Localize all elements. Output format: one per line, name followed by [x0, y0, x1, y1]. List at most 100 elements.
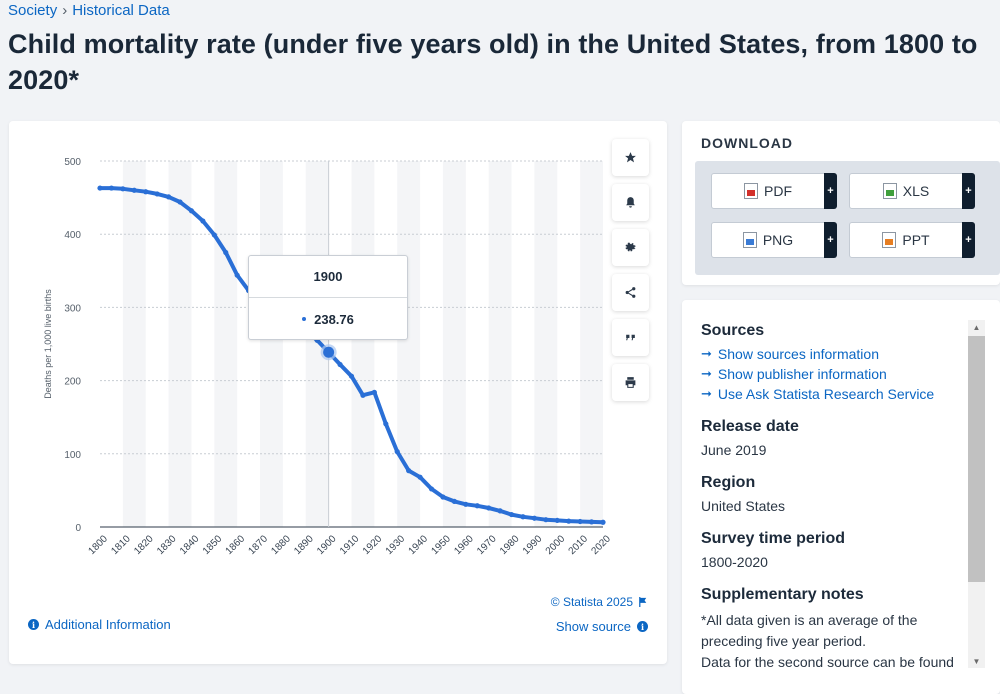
- data-point: [165, 194, 172, 200]
- ask-statista-label: Use Ask Statista Research Service: [717, 386, 935, 402]
- info-scrollbar[interactable]: ▲ ▼: [968, 320, 985, 668]
- png-file-icon: [742, 232, 757, 248]
- x-tick-label: 1810: [109, 533, 133, 557]
- favorite-button[interactable]: [612, 139, 649, 176]
- data-point: [108, 185, 115, 191]
- plot-band: [442, 161, 466, 527]
- copyright-text: © Statista 2025: [550, 595, 633, 609]
- data-point: [177, 199, 183, 205]
- download-xls-button[interactable]: XLS +: [849, 173, 975, 209]
- x-tick-label: 2000: [544, 533, 568, 557]
- download-xls-plus[interactable]: +: [962, 173, 975, 209]
- region-value: United States: [701, 498, 786, 514]
- data-point: [337, 361, 343, 368]
- data-point: [131, 187, 137, 193]
- print-button[interactable]: [612, 364, 649, 401]
- y-tick-label: 100: [64, 450, 81, 461]
- x-tick-label: 1920: [361, 533, 385, 557]
- cite-button[interactable]: [612, 319, 649, 356]
- additional-information-label: Additional Information: [45, 617, 171, 632]
- statista-copyright[interactable]: © Statista 2025: [551, 595, 647, 609]
- data-point: [348, 373, 355, 379]
- chart-toolbar: [612, 139, 652, 409]
- y-tick-label: 400: [64, 230, 81, 241]
- page-title: Child mortality rate (under five years o…: [8, 29, 978, 95]
- additional-information-link[interactable]: i Additional Information: [28, 617, 171, 632]
- settings-button[interactable]: [612, 229, 649, 266]
- tooltip-value-row: 238.76: [249, 298, 407, 340]
- show-sources-label: Show sources information: [717, 346, 879, 362]
- download-ppt-plus[interactable]: +: [962, 222, 975, 258]
- data-point: [143, 189, 149, 195]
- download-pdf-label: PDF: [764, 183, 792, 199]
- data-point: [223, 249, 229, 256]
- y-tick-label: 300: [64, 303, 81, 314]
- breadcrumb: Society › Historical Data: [8, 2, 170, 19]
- info-card: Sources ➞ Show sources information ➞ Show …: [682, 300, 1000, 694]
- breadcrumb-historical-data[interactable]: Historical Data: [72, 2, 170, 19]
- download-title: DOWNLOAD: [701, 135, 793, 151]
- show-sources-link[interactable]: ➞ Show sources information: [701, 346, 963, 362]
- xls-file-icon: [882, 183, 897, 199]
- y-axis-label: Deaths per 1,000 live births: [43, 289, 53, 399]
- data-point: [211, 232, 217, 238]
- breadcrumb-society[interactable]: Society: [8, 2, 58, 19]
- tooltip-value: 238.76: [314, 311, 354, 327]
- scrollbar-thumb[interactable]: [968, 336, 985, 582]
- x-tick-label: 1820: [132, 533, 156, 557]
- highlight-point: [323, 346, 335, 358]
- survey-period-value: 1800-2020: [701, 554, 768, 570]
- star-icon: [625, 152, 636, 163]
- y-tick-label: 500: [64, 157, 81, 168]
- data-point: [188, 208, 195, 214]
- quote-icon: [626, 334, 635, 341]
- show-publisher-label: Show publisher information: [717, 366, 887, 382]
- show-source-link[interactable]: Show source i: [556, 619, 648, 634]
- sources-heading: Sources: [701, 322, 765, 339]
- x-tick-label: 2010: [567, 533, 591, 557]
- info-icon: i: [637, 621, 648, 632]
- x-tick-label: 1930: [384, 533, 408, 557]
- supplementary-notes-heading: Supplementary notes: [701, 586, 864, 603]
- tooltip-year: 1900: [249, 256, 407, 298]
- arrow-right-icon: ➞: [701, 346, 712, 361]
- show-publisher-link[interactable]: ➞ Show publisher information: [701, 366, 963, 382]
- x-tick-label: 1950: [429, 533, 453, 557]
- download-xls-label: XLS: [902, 183, 930, 199]
- download-pdf-plus[interactable]: +: [824, 173, 837, 209]
- ask-statista-link[interactable]: ➞ Use Ask Statista Research Service: [701, 386, 963, 402]
- x-tick-label: 1800: [86, 533, 110, 557]
- download-area: PDF + XLS + PNG + PPT +: [695, 161, 1000, 275]
- notification-button[interactable]: [612, 184, 649, 221]
- download-ppt-button[interactable]: PPT +: [849, 222, 975, 258]
- x-tick-label: 1890: [292, 533, 316, 557]
- download-png-button[interactable]: PNG +: [711, 222, 837, 258]
- plot-band: [214, 161, 238, 527]
- data-point: [451, 498, 457, 504]
- x-tick-label: 1870: [247, 533, 271, 557]
- scroll-up-icon[interactable]: ▲: [972, 322, 981, 332]
- download-png-plus[interactable]: +: [824, 222, 837, 258]
- x-tick-label: 1840: [178, 533, 202, 557]
- y-tick-label: 200: [64, 377, 81, 388]
- ppt-file-icon: [882, 232, 897, 248]
- scroll-down-icon[interactable]: ▼: [972, 656, 981, 666]
- data-point: [600, 519, 606, 525]
- supplementary-notes-line3: Data for the second source can be found: [701, 654, 954, 670]
- data-point: [394, 449, 400, 455]
- plot-band: [580, 161, 603, 527]
- printer-icon: [625, 377, 636, 388]
- data-point: [154, 191, 160, 197]
- line-chart: 0 100 200 300 400 500 1800 1810 1820 1830 1840 1850…: [43, 157, 613, 557]
- data-point: [531, 515, 538, 521]
- data-point: [497, 508, 503, 514]
- info-icon: i: [28, 619, 39, 630]
- data-point: [97, 185, 103, 191]
- data-point: [383, 421, 389, 427]
- x-tick-label: 1980: [498, 533, 522, 557]
- download-pdf-button[interactable]: PDF +: [711, 173, 837, 209]
- share-button[interactable]: [612, 274, 649, 311]
- data-point: [577, 518, 583, 525]
- data-point: [360, 392, 366, 398]
- plot-band: [534, 161, 558, 527]
